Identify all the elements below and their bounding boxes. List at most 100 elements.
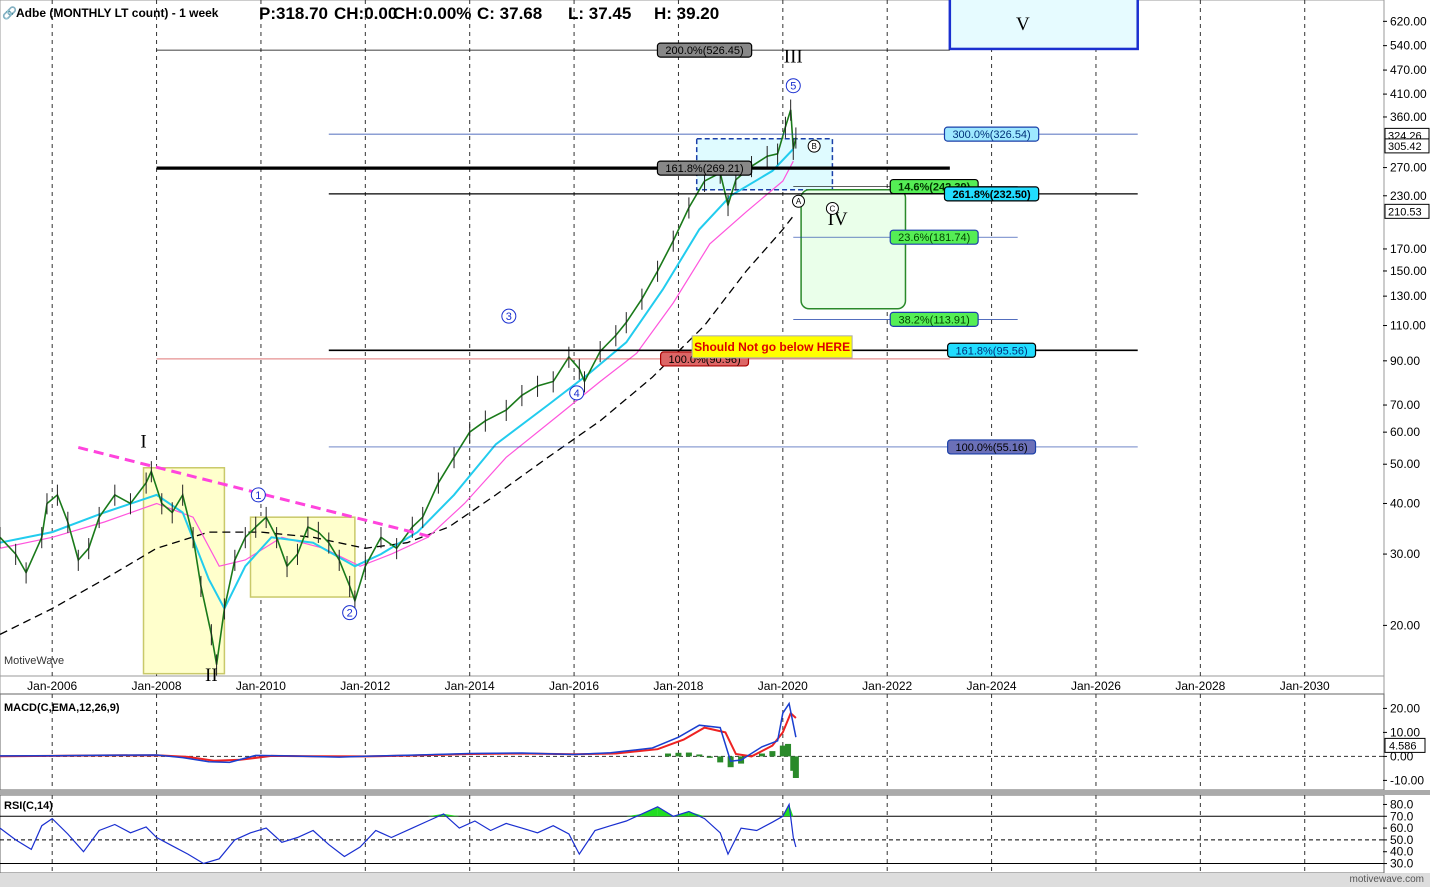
macd-current-label: 4.586 xyxy=(1389,740,1417,752)
wave-label-circle xyxy=(342,605,358,621)
price-axis-badge-label: 210.53 xyxy=(1388,206,1422,218)
macd-y-tick-label: 20.00 xyxy=(1390,701,1420,715)
wave-label-roman: V xyxy=(1016,14,1030,35)
fib-level-badge xyxy=(943,186,1040,202)
fib-level-label: 261.8%(232.50) xyxy=(952,189,1031,201)
y-tick-label: 270.00 xyxy=(1390,161,1427,175)
wave-label-circle xyxy=(569,385,585,401)
rsi-line xyxy=(0,802,797,865)
fib-level-badge xyxy=(656,160,753,176)
macd-histogram-bar xyxy=(717,756,724,763)
wave-label-circle xyxy=(785,78,801,94)
y-tick-label: 620.00 xyxy=(1390,14,1427,28)
macd-histogram-bar xyxy=(665,753,672,757)
wave-label-number: 3 xyxy=(506,311,512,323)
fib-level-label: 23.6%(181.74) xyxy=(898,232,970,244)
y-tick-label: 50.00 xyxy=(1390,457,1420,471)
y-tick-label: 150.00 xyxy=(1390,264,1427,278)
x-tick-label: Jan-2030 xyxy=(1280,679,1330,693)
macd-histogram-bar xyxy=(706,756,713,758)
fib-level-label: 161.8%(269.21) xyxy=(665,163,743,175)
x-tick-label: Jan-2012 xyxy=(340,679,390,693)
rsi-y-tick-label: 80.0 xyxy=(1390,797,1414,811)
y-tick-label: 90.00 xyxy=(1390,354,1420,368)
macd-histogram-bar xyxy=(792,756,799,778)
site-watermark: motivewave.com xyxy=(1349,874,1424,885)
fib-level-label: 38.2%(113.91) xyxy=(898,314,969,326)
wave-label-circle xyxy=(501,308,517,324)
wave-label-number: 4 xyxy=(574,388,580,400)
y-tick-label: 130.00 xyxy=(1390,289,1427,303)
y-tick-label: 410.00 xyxy=(1390,87,1427,101)
fib-level-badge xyxy=(947,439,1037,455)
wave-label-letter: B xyxy=(811,142,816,151)
wave-label-roman: II xyxy=(205,665,218,686)
macd-panel-title: MACD(C,EMA,12,26,9) xyxy=(4,702,120,714)
y-tick-label: 110.00 xyxy=(1390,319,1426,333)
wave-label-circle-small xyxy=(791,194,805,208)
y-tick-label: 470.00 xyxy=(1390,63,1427,77)
fib-level-label: 200.0%(526.45) xyxy=(665,45,743,57)
wave-zone-box xyxy=(800,189,907,310)
x-tick-label: Jan-2006 xyxy=(27,679,77,693)
price-readout: P:318.70 xyxy=(259,4,328,23)
wave-label-letter: C xyxy=(830,204,836,213)
macd-current-badge xyxy=(1384,737,1426,753)
rsi-y-tick-label: 70.0 xyxy=(1390,809,1414,823)
y-tick-label: 360.00 xyxy=(1390,110,1427,124)
x-tick-label: Jan-2016 xyxy=(549,679,599,693)
macd-line xyxy=(0,701,797,764)
high-readout: H: 39.20 xyxy=(654,4,720,23)
link-icon[interactable]: 🔗 xyxy=(2,6,17,20)
close-readout: C: 37.68 xyxy=(477,4,543,23)
bottom-bar xyxy=(0,873,1430,887)
x-tick-label: Jan-2014 xyxy=(445,679,495,693)
y-tick-label: 30.00 xyxy=(1390,547,1420,561)
rsi-panel-frame xyxy=(0,794,1385,874)
x-tick-label: Jan-2010 xyxy=(236,679,286,693)
x-tick-label: Jan-2018 xyxy=(653,679,703,693)
y-tick-label: 170.00 xyxy=(1390,242,1427,256)
wave-zone-box xyxy=(948,0,1139,51)
fib-level-badge xyxy=(947,342,1037,358)
ma-fast-line xyxy=(0,148,795,611)
rsi-y-tick-label: 40.0 xyxy=(1390,845,1414,859)
change-readout: CH:0.00 xyxy=(334,4,398,23)
wave-label-roman: I xyxy=(140,431,146,452)
x-tick-label: Jan-2020 xyxy=(758,679,808,693)
y-tick-label: 20.00 xyxy=(1390,618,1420,632)
macd-histogram-bar xyxy=(675,752,682,757)
macd-y-tick-label: 0.00 xyxy=(1390,749,1414,763)
fib-level-badge xyxy=(889,229,979,245)
rsi-panel-title: RSI(C,14) xyxy=(4,800,53,812)
macd-panel-frame xyxy=(0,693,1385,791)
macd-y-tick-label: 10.00 xyxy=(1390,725,1420,739)
fib-level-label: 100.0%(55.16) xyxy=(955,442,1027,454)
macd-histogram-bar xyxy=(758,753,765,757)
low-readout: L: 37.45 xyxy=(568,4,632,23)
rsi-overbought-fill xyxy=(443,813,460,817)
price-axis-badge-label: 305.42 xyxy=(1388,141,1422,153)
wave-label-number: 5 xyxy=(790,81,796,93)
warning-callout-box xyxy=(691,335,853,359)
wave-label-letter: A xyxy=(796,197,802,206)
warning-callout-text: Should Not go below HERE xyxy=(694,340,850,354)
ma-mid-line xyxy=(0,160,794,567)
fib-level-badge xyxy=(943,126,1040,142)
price-axis-badge xyxy=(1384,138,1430,154)
wave-label-circle xyxy=(250,487,266,503)
fib-level-label: 300.0%(326.54) xyxy=(952,129,1030,141)
y-tick-label: 230.00 xyxy=(1390,189,1427,203)
y-tick-label: 60.00 xyxy=(1390,425,1420,439)
macd-histogram-bar xyxy=(685,752,692,757)
rsi-y-tick-label: 50.0 xyxy=(1390,833,1414,847)
brand-watermark: MotiveWave xyxy=(4,655,65,667)
y-tick-label: 40.00 xyxy=(1390,496,1420,510)
x-tick-label: Jan-2022 xyxy=(862,679,912,693)
fib-level-badge xyxy=(656,42,753,58)
macd-histogram-bar xyxy=(779,745,786,757)
wave-label-circle-small xyxy=(807,139,821,153)
x-tick-label: Jan-2028 xyxy=(1175,679,1225,693)
